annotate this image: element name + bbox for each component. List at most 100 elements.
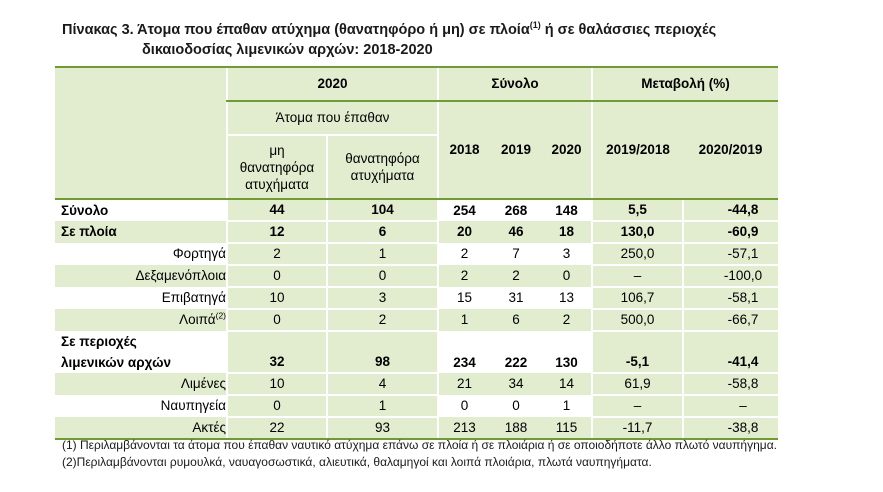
col-2020: 2020 — [542, 101, 592, 200]
row-port-areas-label: Σε περιοχές — [55, 330, 778, 352]
row-label: Επιβατηγά — [161, 290, 226, 305]
cell-fatal: 0 — [326, 264, 438, 287]
col-victims: Άτομα που έπαθαν — [226, 101, 438, 136]
title-footnote-ref: (1) — [529, 20, 541, 30]
cell-change-1: -5,1 — [591, 352, 683, 373]
cell-nonfatal: 0 — [226, 394, 327, 417]
cell-2019: 0 — [512, 398, 520, 413]
cell-2018: 2 — [437, 265, 490, 287]
cell-2018: 21 — [437, 373, 490, 395]
row-coasts: Ακτές 22 93 213 188 115 -11,7 -38,8 — [55, 416, 778, 440]
title-line1: Πίνακας 3. Άτομα που έπαθαν ατύχημα (θαν… — [62, 21, 530, 38]
row-shipyards: Ναυπηγεία 0 1 0 0 1 – – — [55, 394, 778, 417]
cell-2019: 2 — [490, 265, 542, 287]
stub-header — [55, 66, 227, 200]
cell-change-2: -58,8 — [682, 372, 778, 395]
cell-fatal: 1 — [326, 394, 438, 417]
row-port-areas: λιμενικών αρχών 32 98 234 222 130 -5,1 -… — [55, 352, 778, 373]
cell-change-1: – — [591, 264, 683, 287]
cell-fatal: 4 — [326, 372, 438, 395]
cell-change-2: -44,8 — [682, 199, 778, 221]
col-nonfatal: μη θανατηφόρα ατυχήματα — [226, 135, 327, 200]
cell-fatal: 6 — [326, 220, 438, 243]
col-group-2020: 2020 — [226, 66, 438, 102]
cell-2019: 7 — [512, 246, 520, 261]
col-change-2020-2019: 2020/2019 — [683, 101, 778, 200]
cell-fatal: 2 — [326, 308, 438, 331]
row-other: Λοιπά(2) 0 2 1 6 2 500,0 -66,7 — [55, 308, 778, 331]
col-fatal: θανατηφόρα ατυχήματα — [326, 135, 438, 200]
row-ports: Λιμένες 10 4 21 34 14 61,9 -58,8 — [55, 372, 778, 395]
cell-2019: 268 — [504, 202, 528, 218]
row-passenger: Επιβατηγά 10 3 15 31 13 106,7 -58,1 — [55, 286, 778, 309]
cell-2018: 1 — [437, 309, 490, 331]
col-change-2019-2018: 2019/2018 — [591, 101, 683, 200]
cell-change-2: -41,4 — [682, 352, 778, 373]
row-tankers: Δεξαμενόπλοια 0 0 2 2 0 – -100,0 — [55, 264, 778, 287]
cell-change-2: – — [682, 394, 778, 417]
cell-nonfatal: 22 — [226, 416, 327, 440]
cell-change-1: 106,7 — [591, 286, 683, 309]
title-line1-end: ή σε θαλάσσιες περιοχές — [540, 21, 717, 38]
cell-nonfatal: 12 — [226, 220, 327, 243]
row-cargo: Φορτηγά 2 1 2 7 3 250,0 -57,1 — [55, 242, 778, 265]
cell-fatal: 93 — [326, 416, 438, 440]
row-total: Σύνολο 44 104 254 268 148 5,5 -44,8 — [55, 199, 778, 221]
cell-nonfatal: 32 — [226, 352, 327, 373]
cell-2020: 3 — [562, 246, 571, 261]
row-label-2: λιμενικών αρχών — [61, 354, 171, 370]
cell-2018: 2 — [437, 243, 490, 265]
cell-change-1: 130,0 — [591, 220, 683, 243]
cell-2020: 130 — [555, 354, 578, 370]
cell-change-2: -100,0 — [682, 264, 778, 287]
row-label: Ακτές — [55, 417, 227, 440]
cell-2020: 115 — [542, 417, 592, 440]
cell-2020: 0 — [542, 265, 592, 287]
cell-2019: 34 — [490, 373, 542, 395]
cell-change-1: 5,5 — [591, 199, 683, 221]
cell-2018: 20 — [437, 221, 490, 243]
cell-fatal: 3 — [326, 286, 438, 309]
cell-change-1: 500,0 — [591, 308, 683, 331]
cell-change-2: -38,8 — [682, 416, 778, 440]
col-group-change: Μεταβολή (%) — [591, 66, 778, 102]
row-label-text: Λοιπά — [179, 312, 216, 327]
cell-fatal: 1 — [326, 242, 438, 265]
cell-change-2: -58,1 — [682, 286, 778, 309]
table-title: Πίνακας 3. Άτομα που έπαθαν ατύχημα (θαν… — [62, 15, 842, 60]
col-2018: 2018 — [437, 101, 490, 200]
cell-nonfatal: 44 — [226, 199, 327, 221]
row-label: Λοιπά(2) — [55, 309, 227, 331]
cell-change-1: 250,0 — [591, 242, 683, 265]
cell-nonfatal: 10 — [226, 286, 327, 309]
cell-2018: 15 — [437, 287, 490, 309]
header-row-1: 2020 Σύνολο Μεταβολή (%) — [55, 66, 778, 200]
title-line2: δικαιοδοσίας λιμενικών αρχών: 2018-2020 — [142, 41, 433, 58]
row-label: Σύνολο — [61, 202, 109, 218]
cell-2019: 222 — [504, 354, 528, 370]
cell-nonfatal: 10 — [226, 372, 327, 395]
cell-change-1: – — [591, 394, 683, 417]
cell-2019: 188 — [490, 417, 542, 440]
cell-change-2: -60,9 — [682, 220, 778, 243]
cell-change-1: -11,7 — [591, 416, 683, 440]
cell-2019: 6 — [490, 309, 542, 331]
cell-nonfatal: 0 — [226, 308, 327, 331]
cell-2018: 0 — [437, 395, 490, 417]
col-group-total: Σύνολο — [437, 66, 592, 102]
row-ships: Σε πλοία 12 6 20 46 18 130,0 -60,9 — [55, 220, 778, 243]
row-label: Σε πλοία — [55, 221, 227, 243]
cell-2018: 213 — [437, 417, 490, 440]
cell-2020: 13 — [558, 290, 575, 305]
cell-2019: 31 — [508, 290, 524, 305]
cell-2020: 18 — [542, 221, 592, 243]
cell-2020: 1 — [562, 398, 571, 413]
cell-2018: 234 — [437, 352, 490, 373]
row-label: Ναυπηγεία — [160, 398, 226, 413]
cell-2018: 254 — [437, 199, 490, 221]
footnotes: (1) Περιλαμβάνονται τα άτομα που έπαθαν … — [62, 437, 862, 471]
cell-change-1: 61,9 — [591, 372, 683, 395]
cell-2019: 46 — [490, 221, 542, 243]
row-label: Φορτηγά — [172, 246, 226, 261]
cell-2020: 148 — [555, 202, 578, 218]
